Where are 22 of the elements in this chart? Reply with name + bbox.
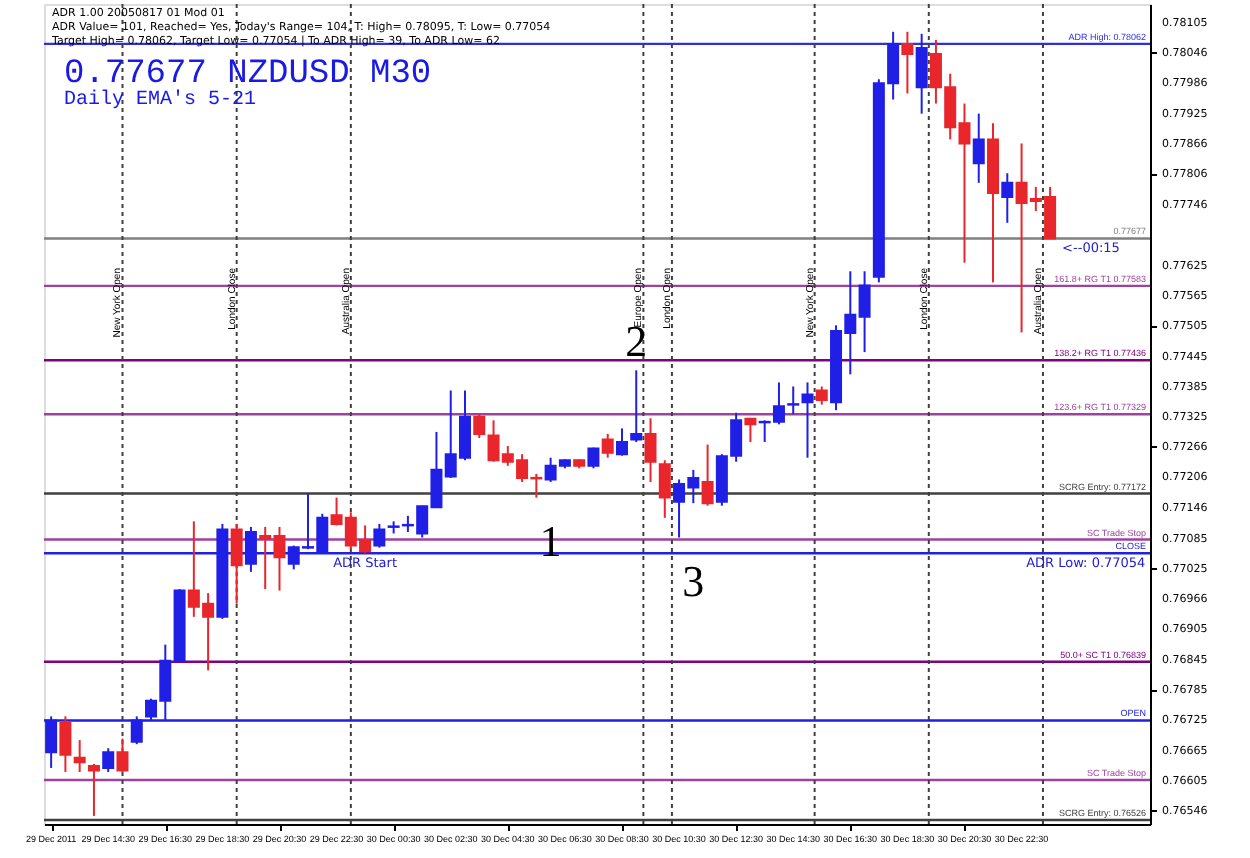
candlestick xyxy=(59,715,72,773)
candlestick xyxy=(601,432,614,459)
candlestick xyxy=(901,30,914,95)
candlestick xyxy=(87,762,100,817)
text: Daily EMA's 5-21 xyxy=(64,88,257,112)
candlestick xyxy=(630,369,643,444)
annotation: 3 xyxy=(682,555,705,606)
candlestick xyxy=(915,32,928,115)
candlestick xyxy=(801,381,814,459)
candlestick xyxy=(615,427,628,457)
candlestick xyxy=(815,385,828,406)
candlestick xyxy=(102,747,115,773)
candlestick xyxy=(73,739,86,773)
candlestick xyxy=(230,522,243,605)
candlestick xyxy=(744,417,757,444)
candlestick xyxy=(644,417,657,483)
candlestick xyxy=(972,112,985,184)
candlestick xyxy=(1001,172,1014,224)
candlestick xyxy=(701,443,714,507)
candlestick xyxy=(658,459,671,519)
candlestick xyxy=(373,522,386,549)
candlestick xyxy=(116,737,129,773)
